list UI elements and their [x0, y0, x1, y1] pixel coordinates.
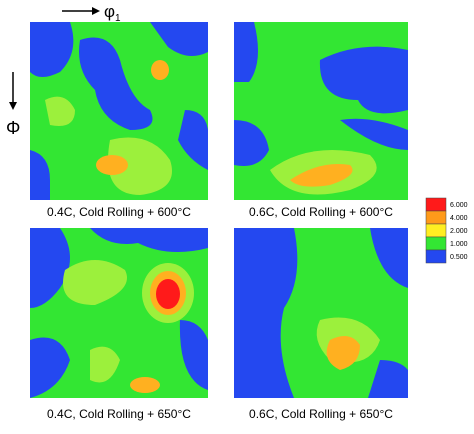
contour-map: [234, 22, 408, 200]
legend-swatch: [425, 210, 447, 225]
panel-caption: 0.6C, Cold Rolling + 600°C: [249, 205, 393, 219]
panel-caption: 0.6C, Cold Rolling + 650°C: [249, 407, 393, 421]
arrowhead: [92, 7, 100, 15]
axis-label-phi1: φ1: [104, 2, 121, 24]
legend-label: 0.500: [450, 254, 468, 261]
legend-swatch: [425, 197, 447, 212]
legend-swatch: [425, 223, 447, 238]
legend-label: 4.000: [450, 215, 468, 222]
legend-swatch: [425, 249, 447, 264]
arrowhead: [9, 102, 17, 110]
contour-map: [30, 22, 208, 200]
legend-swatch: [425, 236, 447, 251]
legend-label: 2.000: [450, 228, 468, 235]
contour-map: [234, 228, 408, 398]
legend: 6.000 4.000 2.000 1.000 0.500: [425, 197, 468, 264]
panel-caption: 0.4C, Cold Rolling + 650°C: [47, 407, 191, 421]
axis-label-Phi: Φ: [6, 118, 20, 138]
legend-label: 1.000: [450, 241, 468, 248]
legend-label: 6.000: [450, 202, 468, 209]
contour-map: [30, 228, 208, 398]
panel-caption: 0.4C, Cold Rolling + 600°C: [47, 205, 191, 219]
